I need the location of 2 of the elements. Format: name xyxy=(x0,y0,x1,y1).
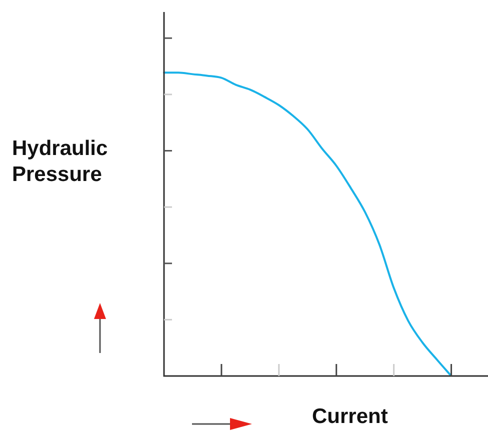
y-axis-title: Hydraulic Pressure xyxy=(12,136,109,188)
x-axis-title: Current xyxy=(312,404,388,430)
